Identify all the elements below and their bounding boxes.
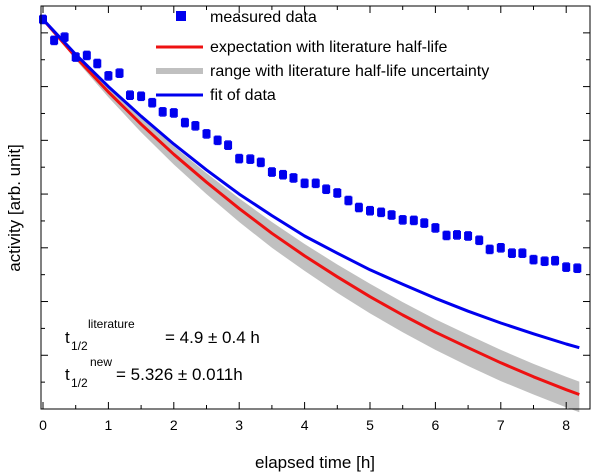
x-tick-label: 6 xyxy=(432,417,440,433)
data-point xyxy=(224,141,233,150)
annotation-new-sup: new xyxy=(90,355,112,369)
data-point xyxy=(148,98,157,107)
half-life-annotations: t 1/2 literature = 4.9 ± 0.4 h t 1/2 new… xyxy=(65,317,260,390)
annotation-new-value: = 5.326 ± 0.011h xyxy=(116,365,243,384)
annotation-literature-t: t xyxy=(65,328,70,347)
y-axis-label: activity [arb. unit] xyxy=(5,144,24,272)
data-point xyxy=(529,255,538,264)
data-point xyxy=(158,107,167,116)
legend-label-expectation: expectation with literature half-life xyxy=(210,39,448,56)
data-point xyxy=(235,154,244,163)
x-tick-label: 5 xyxy=(366,417,374,433)
x-tick-label: 8 xyxy=(562,417,570,433)
data-point xyxy=(311,179,320,188)
data-point xyxy=(137,92,146,101)
data-point xyxy=(71,53,80,62)
legend-label-fit: fit of data xyxy=(210,87,276,104)
data-point xyxy=(279,170,288,179)
data-point xyxy=(60,33,69,42)
data-point xyxy=(475,236,484,245)
x-tick-label: 2 xyxy=(170,417,178,433)
markers-layer xyxy=(39,14,582,274)
data-point xyxy=(82,51,91,60)
data-point xyxy=(50,36,59,45)
data-point xyxy=(366,206,374,215)
data-point xyxy=(104,71,113,80)
data-point xyxy=(551,256,560,265)
data-point xyxy=(409,216,418,225)
x-tick-label: 4 xyxy=(301,417,309,433)
data-point xyxy=(256,158,265,167)
data-point xyxy=(125,91,134,100)
data-point xyxy=(246,155,255,164)
expectation-curve xyxy=(41,18,580,396)
annotation-literature-sup: literature xyxy=(88,317,135,331)
data-point xyxy=(289,173,298,182)
data-point xyxy=(344,196,353,205)
annotation-literature-value: = 4.9 ± 0.4 h xyxy=(165,328,260,347)
data-point xyxy=(573,264,582,273)
data-point xyxy=(431,223,440,232)
x-tick-label: 0 xyxy=(39,417,47,433)
data-point xyxy=(213,136,222,145)
data-point xyxy=(115,69,124,78)
data-point xyxy=(420,219,429,228)
data-point xyxy=(485,245,494,254)
data-point xyxy=(169,108,178,117)
annotation-new-sub: 1/2 xyxy=(71,376,88,390)
data-point xyxy=(191,121,200,130)
x-tick-label: 3 xyxy=(235,417,243,433)
data-point xyxy=(540,257,549,266)
x-axis-label: elapsed time [h] xyxy=(255,453,375,472)
legend: measured data expectation with literatur… xyxy=(156,9,489,104)
legend-label-range: range with literature half-life uncertai… xyxy=(210,63,489,80)
fit-curve xyxy=(41,18,580,350)
legend-marker-measured xyxy=(176,11,186,21)
data-point xyxy=(387,211,396,220)
data-point xyxy=(202,129,211,138)
data-point xyxy=(93,59,102,68)
data-point xyxy=(333,188,342,197)
annotation-new-t: t xyxy=(65,365,70,384)
annotation-literature-sub: 1/2 xyxy=(71,339,88,353)
data-point xyxy=(180,118,189,127)
curves-layer xyxy=(41,18,580,396)
data-point xyxy=(442,231,451,240)
legend-label-measured: measured data xyxy=(210,9,317,26)
x-tick-label: 7 xyxy=(497,417,505,433)
data-point xyxy=(267,168,276,177)
data-point xyxy=(562,263,571,272)
data-point xyxy=(377,208,386,217)
data-point xyxy=(322,185,331,194)
data-point xyxy=(354,203,363,212)
data-point xyxy=(398,215,407,224)
data-point xyxy=(452,230,461,239)
x-tick-label: 1 xyxy=(105,417,113,433)
data-point xyxy=(518,249,527,258)
data-point xyxy=(39,15,47,24)
data-point xyxy=(464,231,473,240)
ticks-layer: 0 1 2 3 4 5 6 7 8 xyxy=(39,6,590,433)
plot-frame xyxy=(40,5,591,410)
data-point xyxy=(300,179,309,188)
data-point xyxy=(507,249,516,258)
data-point xyxy=(496,243,505,252)
